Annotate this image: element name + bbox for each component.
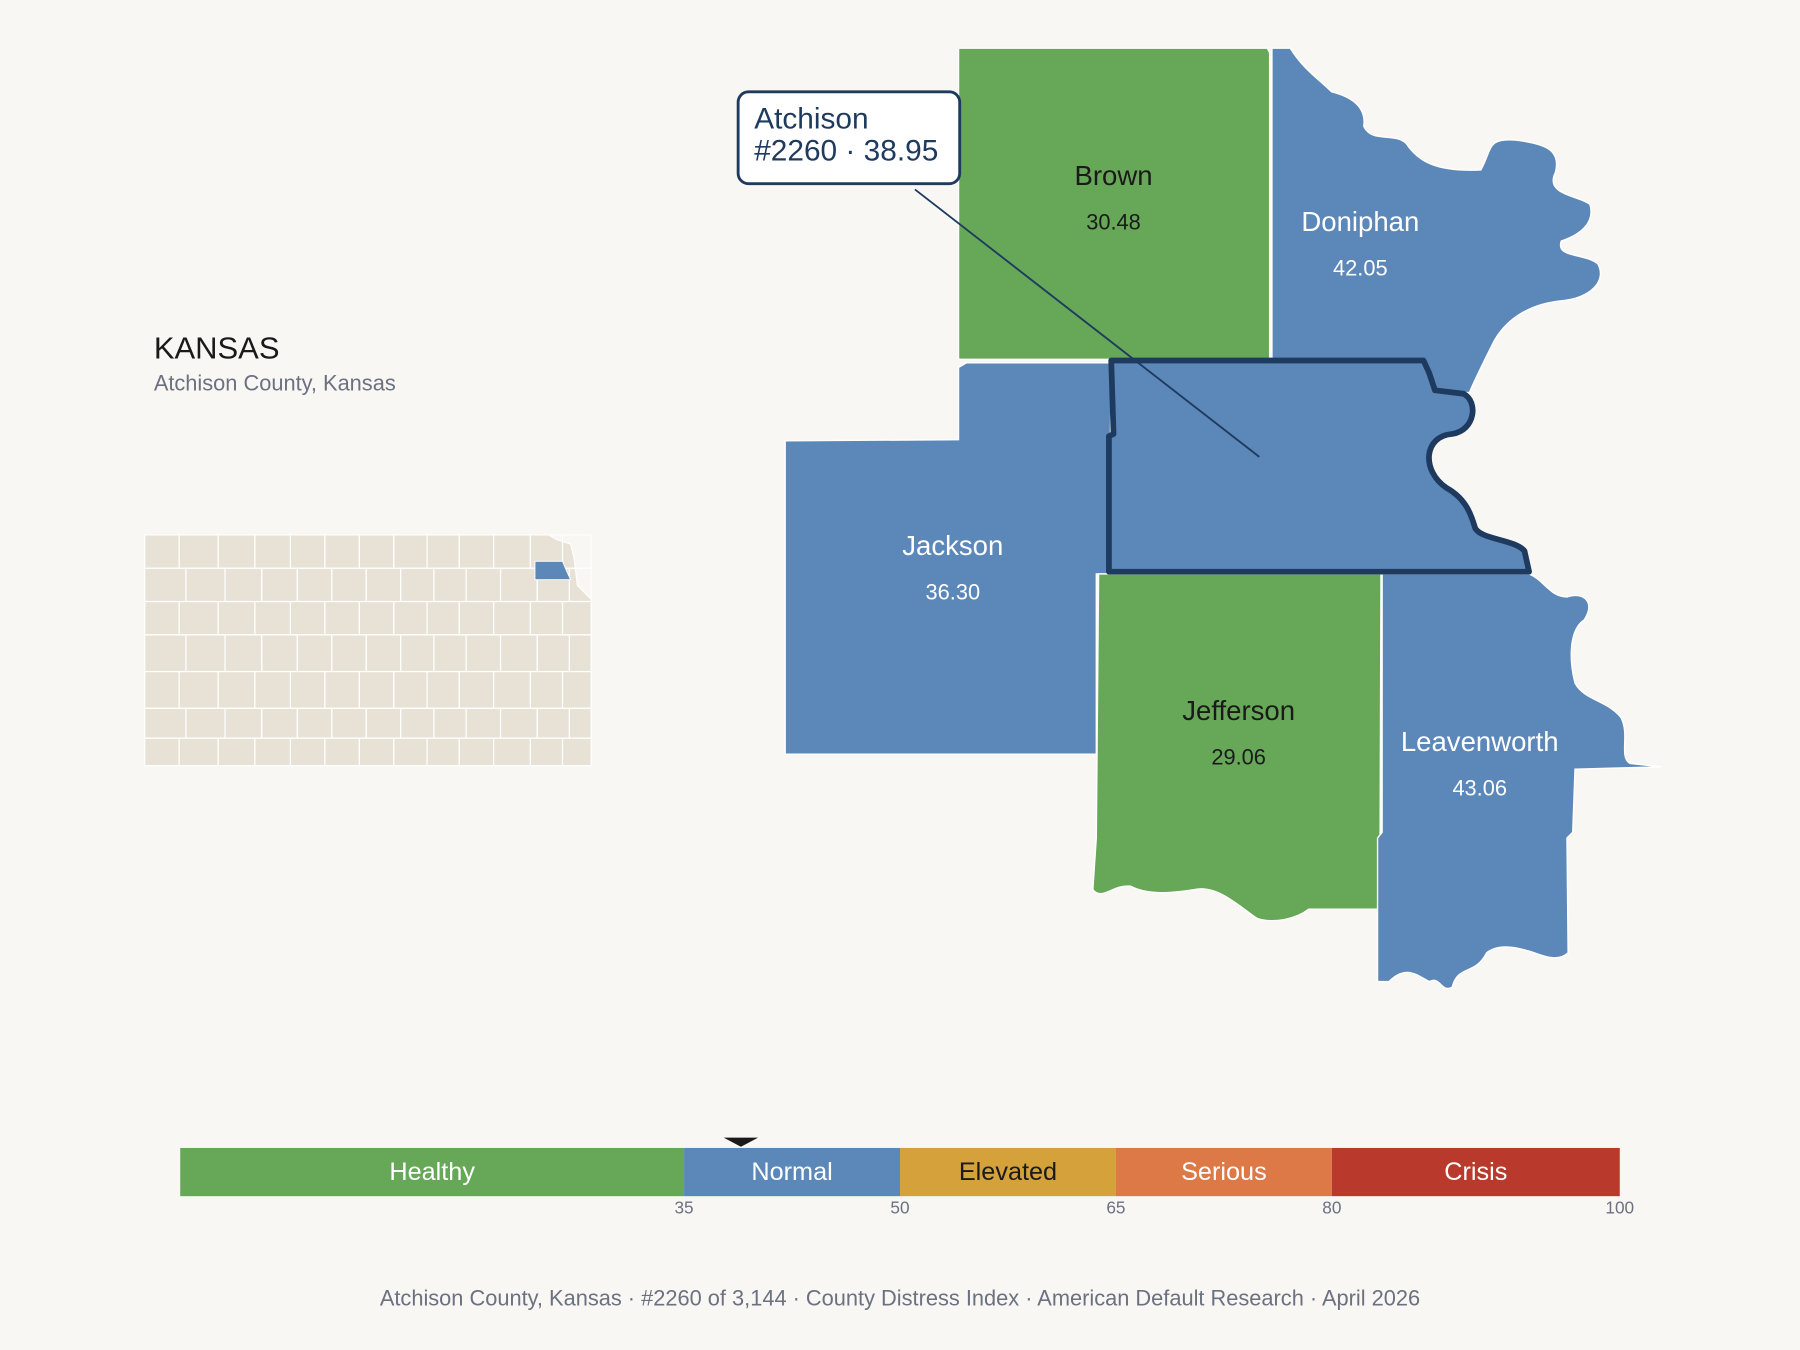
county-cell <box>561 737 592 767</box>
callout-label: #2260 · 38.95 <box>754 135 938 168</box>
county-name: Leavenworth <box>1401 726 1559 757</box>
subtitle: Atchison County, Kansas <box>154 370 396 395</box>
county-value: 43.06 <box>1452 776 1507 801</box>
scale-band-label: Healthy <box>389 1158 475 1186</box>
county-name: Jackson <box>902 530 1003 561</box>
scale-band-label: Crisis <box>1444 1158 1507 1186</box>
scale-band <box>1115 1147 1332 1197</box>
state-shape <box>144 534 592 767</box>
scale-band-label: Serious <box>1181 1158 1267 1186</box>
callout-box <box>736 90 962 186</box>
state-title: KANSAS <box>154 330 280 365</box>
scale-band <box>900 1147 1116 1197</box>
county <box>784 362 1112 755</box>
scale-tick-label: 35 <box>674 1197 693 1217</box>
scale-band <box>180 1147 685 1197</box>
scale-band-label: Elevated <box>959 1158 1057 1186</box>
county <box>957 47 1271 361</box>
value-marker <box>723 1137 759 1147</box>
county-value: 36.30 <box>926 579 981 604</box>
county-layer: Brown 30.48 Doniphan 42.05 Jackson 36.30 Jeffe… <box>784 47 1662 990</box>
county-value: 29.06 <box>1211 745 1266 770</box>
focus-locator <box>534 560 572 581</box>
county-name: Doniphan <box>1301 206 1419 237</box>
state-locator <box>144 534 592 767</box>
scale-tick-label: 50 <box>890 1197 909 1217</box>
county-name: Brown <box>1074 160 1152 191</box>
county <box>1092 573 1382 922</box>
callout-leader <box>914 188 1260 458</box>
county-value: 30.48 <box>1086 210 1141 235</box>
distress-scale: Healthy Normal Elevated Serious Crisis 35 50 65… <box>180 1137 1634 1217</box>
scale-band <box>684 1147 900 1197</box>
scale-tick-label: 65 <box>1106 1197 1125 1217</box>
scale-tick-label: 80 <box>1322 1197 1341 1217</box>
scale-tick-label: 100 <box>1605 1197 1634 1217</box>
county-value: 42.05 <box>1333 256 1388 281</box>
county <box>1271 47 1602 394</box>
scale-band-label: Normal <box>751 1158 832 1186</box>
focus-county <box>1106 357 1532 575</box>
scale-band <box>1331 1147 1620 1197</box>
callout-name: Atchison <box>754 102 868 135</box>
county-name: Jefferson <box>1182 695 1295 726</box>
footer: Atchison County, Kansas · #2260 of 3,144… <box>380 1285 1420 1310</box>
county <box>1376 573 1662 990</box>
